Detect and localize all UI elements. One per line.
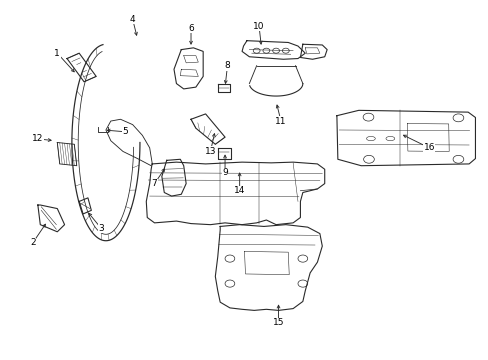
Text: 1: 1 bbox=[54, 49, 60, 58]
Text: 9: 9 bbox=[222, 168, 227, 177]
Text: 13: 13 bbox=[204, 147, 216, 156]
Text: 5: 5 bbox=[122, 127, 128, 136]
Text: 16: 16 bbox=[423, 143, 434, 152]
Text: 4: 4 bbox=[130, 15, 135, 24]
Text: 10: 10 bbox=[253, 22, 264, 31]
Text: 6: 6 bbox=[188, 24, 194, 33]
Text: 14: 14 bbox=[233, 186, 245, 195]
Text: 2: 2 bbox=[30, 238, 36, 247]
Text: 11: 11 bbox=[275, 117, 286, 126]
Text: 3: 3 bbox=[98, 224, 104, 233]
Text: 15: 15 bbox=[272, 318, 284, 327]
Text: 12: 12 bbox=[32, 134, 43, 143]
Text: 8: 8 bbox=[224, 61, 230, 70]
Text: 7: 7 bbox=[151, 179, 157, 188]
